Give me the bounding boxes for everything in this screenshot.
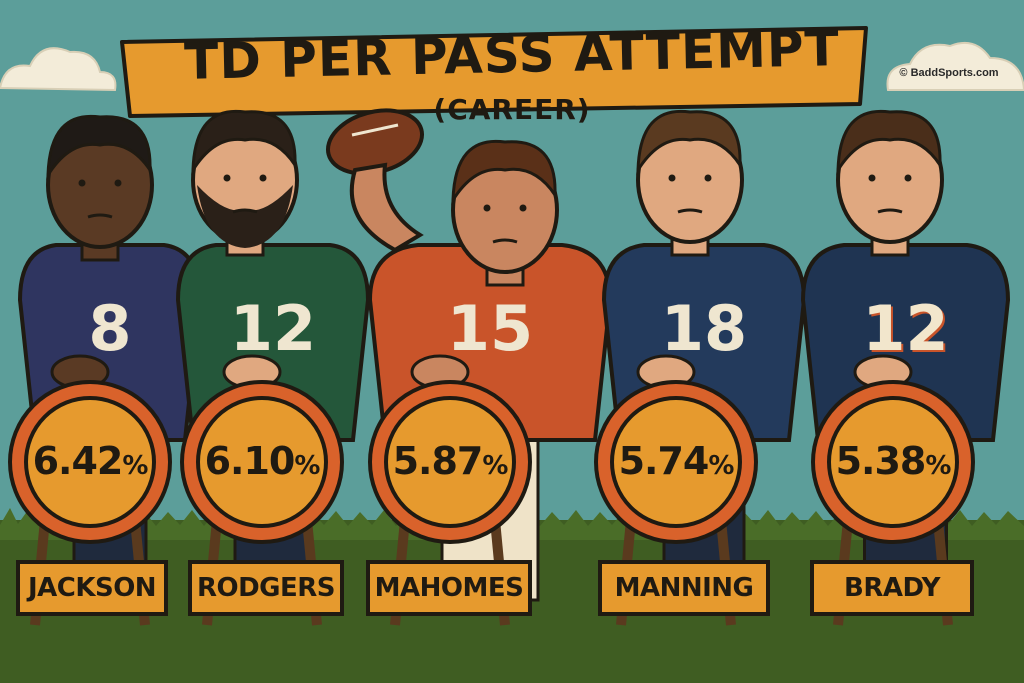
category-label: RODGERS (196, 573, 336, 603)
title-banner (120, 26, 868, 118)
category-label: JACKSON (27, 573, 157, 603)
value-medal (196, 396, 328, 528)
cloud-right (886, 42, 1024, 91)
cloud-left (0, 47, 117, 92)
data-label: 6.10% (204, 439, 321, 483)
name-sign (188, 560, 344, 616)
name-sign (16, 560, 168, 616)
data-label: 5.74% (618, 439, 735, 483)
data-label: 5.38% (835, 439, 952, 483)
data-label: 6.42% (32, 439, 149, 483)
jersey-number: 15 (446, 292, 534, 365)
data-label: 5.87% (392, 439, 509, 483)
category-label: MAHOMES (374, 573, 524, 603)
category-label: MANNING (614, 573, 754, 603)
jersey-number: 18 (660, 292, 748, 365)
football-icon (325, 108, 425, 176)
watermark: © BaddSports.com (899, 67, 999, 79)
name-sign (366, 560, 532, 616)
name-sign (810, 560, 974, 616)
name-sign (598, 560, 770, 616)
value-medal (610, 396, 742, 528)
jersey-number: 12 (229, 292, 317, 365)
value-medal (827, 396, 959, 528)
jersey-number: 12 (862, 292, 949, 365)
value-medal (24, 396, 156, 528)
chart-subtitle: (CAREER) (433, 93, 591, 126)
category-label: BRADY (844, 573, 940, 603)
beard (197, 185, 293, 248)
throwing-arm (349, 162, 424, 253)
markers-layer (8, 380, 975, 626)
value-medal (384, 396, 516, 528)
jersey-number: 8 (88, 292, 132, 365)
